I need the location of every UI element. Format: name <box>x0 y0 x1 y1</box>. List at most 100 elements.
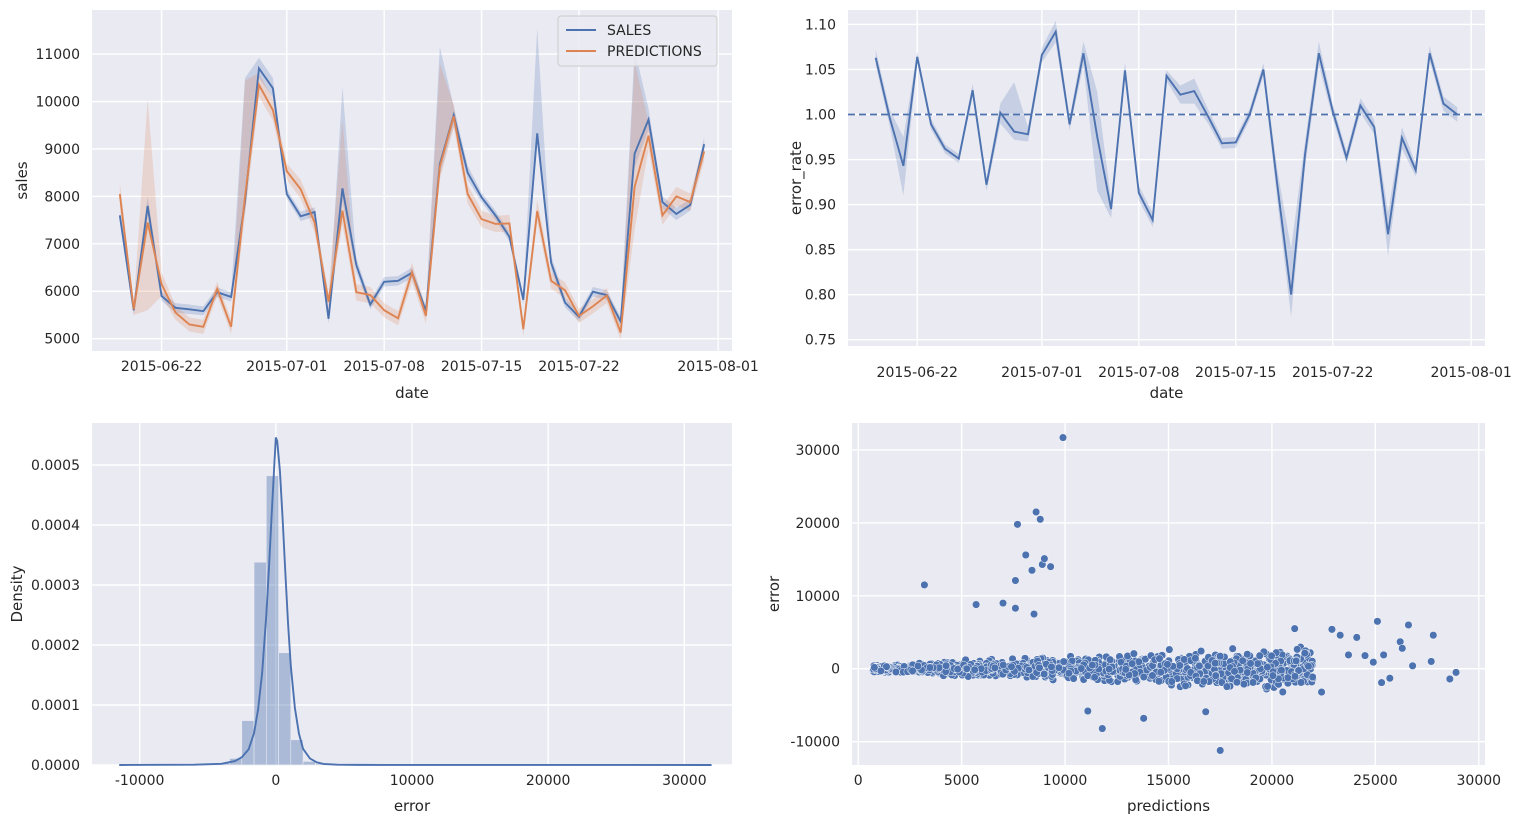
x-tick-label: 2015-08-01 <box>677 359 758 375</box>
scatter-point <box>999 660 1008 670</box>
x-tick-label: 30000 <box>1457 773 1502 789</box>
scatter-point <box>1011 604 1020 613</box>
y-tick-label: 10000 <box>795 589 840 605</box>
y-tick-label: 1.00 <box>805 107 836 123</box>
scatter-point <box>876 666 885 675</box>
scatter-point <box>1263 682 1272 691</box>
scatter-point <box>1032 507 1041 517</box>
x-axis-label: predictions <box>1127 797 1210 815</box>
scatter-point <box>962 664 971 673</box>
scatter-point <box>1293 645 1302 654</box>
scatter-point <box>1064 669 1073 678</box>
scatter-point <box>1232 678 1241 687</box>
scatter-point <box>1427 657 1436 666</box>
y-tick-label: 0.90 <box>805 198 836 214</box>
x-tick-label: 0 <box>854 773 863 789</box>
scatter-point <box>1398 644 1407 653</box>
x-tick-label: 10000 <box>1043 773 1088 789</box>
scatter-point <box>1036 515 1045 524</box>
y-tick-label: 9000 <box>44 142 80 158</box>
scatter-point <box>1121 665 1130 674</box>
y-tick-label: 0.80 <box>805 288 836 304</box>
scatter-point <box>1379 650 1388 659</box>
x-tick-label: 2015-07-15 <box>1195 365 1276 381</box>
scatter-point <box>1404 620 1413 630</box>
scatter-point <box>1027 566 1037 575</box>
y-tick-label: 0.75 <box>805 333 836 349</box>
y-tick-label: 0.0002 <box>31 638 80 654</box>
scatter-point <box>1344 650 1353 659</box>
confidence-band <box>875 20 1458 318</box>
scatter-point <box>1046 562 1055 571</box>
y-axis-label: error <box>765 575 783 612</box>
histogram-bar <box>278 652 292 766</box>
scatter-point <box>1007 662 1016 671</box>
scatter-point <box>1317 688 1326 697</box>
scatter-point <box>1308 672 1317 682</box>
histogram-bar <box>241 720 255 766</box>
scatter-point <box>1083 706 1092 716</box>
legend-box <box>557 15 718 67</box>
scatter-point <box>1029 610 1039 619</box>
scatter-point <box>972 600 981 609</box>
y-tick-label: 8000 <box>44 189 80 205</box>
y-axis-label: error_rate <box>787 141 806 215</box>
scatter-point <box>977 664 986 673</box>
scatter-point <box>1011 576 1020 585</box>
y-tick-label: 0.95 <box>805 153 836 169</box>
y-tick-label: 0.0000 <box>31 758 80 774</box>
scatter-point <box>1139 714 1148 723</box>
scatter-point <box>1360 651 1370 660</box>
histogram-bar <box>290 739 304 766</box>
y-tick-label: -10000 <box>790 735 840 751</box>
scatter-point <box>1129 649 1138 658</box>
y-tick-label: 6000 <box>44 284 80 300</box>
y-tick-label: 0.85 <box>805 243 836 259</box>
plot-area <box>92 10 732 351</box>
scatter-point <box>1294 666 1303 675</box>
scatter-point <box>1058 433 1068 442</box>
y-tick-label: 1.10 <box>805 17 836 33</box>
error-rate-line <box>874 28 1458 295</box>
y-tick-label: 5000 <box>44 332 80 348</box>
x-tick-label: 0 <box>271 773 280 789</box>
scatter-point <box>1216 652 1225 661</box>
x-tick-label: 2015-07-01 <box>1001 365 1082 381</box>
scatter-point <box>1429 631 1438 640</box>
x-tick-label: 5000 <box>944 773 980 789</box>
scatter-point <box>1222 682 1231 691</box>
scatter-point <box>942 661 951 670</box>
scatter-point <box>1267 651 1276 660</box>
kde-curve <box>119 437 712 766</box>
error-rate-line-chart: 2015-06-22 2015-07-01 2015-07-08 2015-07-15… <box>787 10 1512 402</box>
scatter-point <box>1163 660 1172 669</box>
scatter-point <box>1300 649 1309 658</box>
y-tick-label: 0.0001 <box>31 698 80 714</box>
scatter-point <box>1195 661 1204 671</box>
scatter-point <box>1253 659 1262 668</box>
scatter-point <box>1268 671 1277 680</box>
scatter-point <box>1445 674 1454 684</box>
scatter-point <box>1297 678 1306 687</box>
scatter-point <box>1211 659 1220 668</box>
legend: SALES PREDICTIONS <box>557 15 718 67</box>
scatter-point <box>1239 680 1248 689</box>
scatter-point <box>1069 674 1078 683</box>
scatter-point <box>1090 673 1099 682</box>
scatter-point <box>1451 668 1461 677</box>
x-tick-label: 2015-07-08 <box>343 359 424 375</box>
scatter-point <box>1373 617 1382 626</box>
y-tick-label: 10000 <box>35 95 80 111</box>
scatter-point <box>891 667 900 677</box>
legend-label-sales: SALES <box>607 23 651 39</box>
scatter-point <box>998 599 1008 608</box>
scatter-point <box>1083 671 1092 680</box>
scatter-point <box>1278 687 1287 697</box>
scatter-point <box>1277 666 1286 675</box>
scatter-point <box>1327 625 1336 634</box>
y-tick-label: 30000 <box>795 443 840 459</box>
histogram-bar <box>265 475 279 766</box>
x-tick-label: 20000 <box>526 773 571 789</box>
scatter-point <box>1013 520 1022 529</box>
